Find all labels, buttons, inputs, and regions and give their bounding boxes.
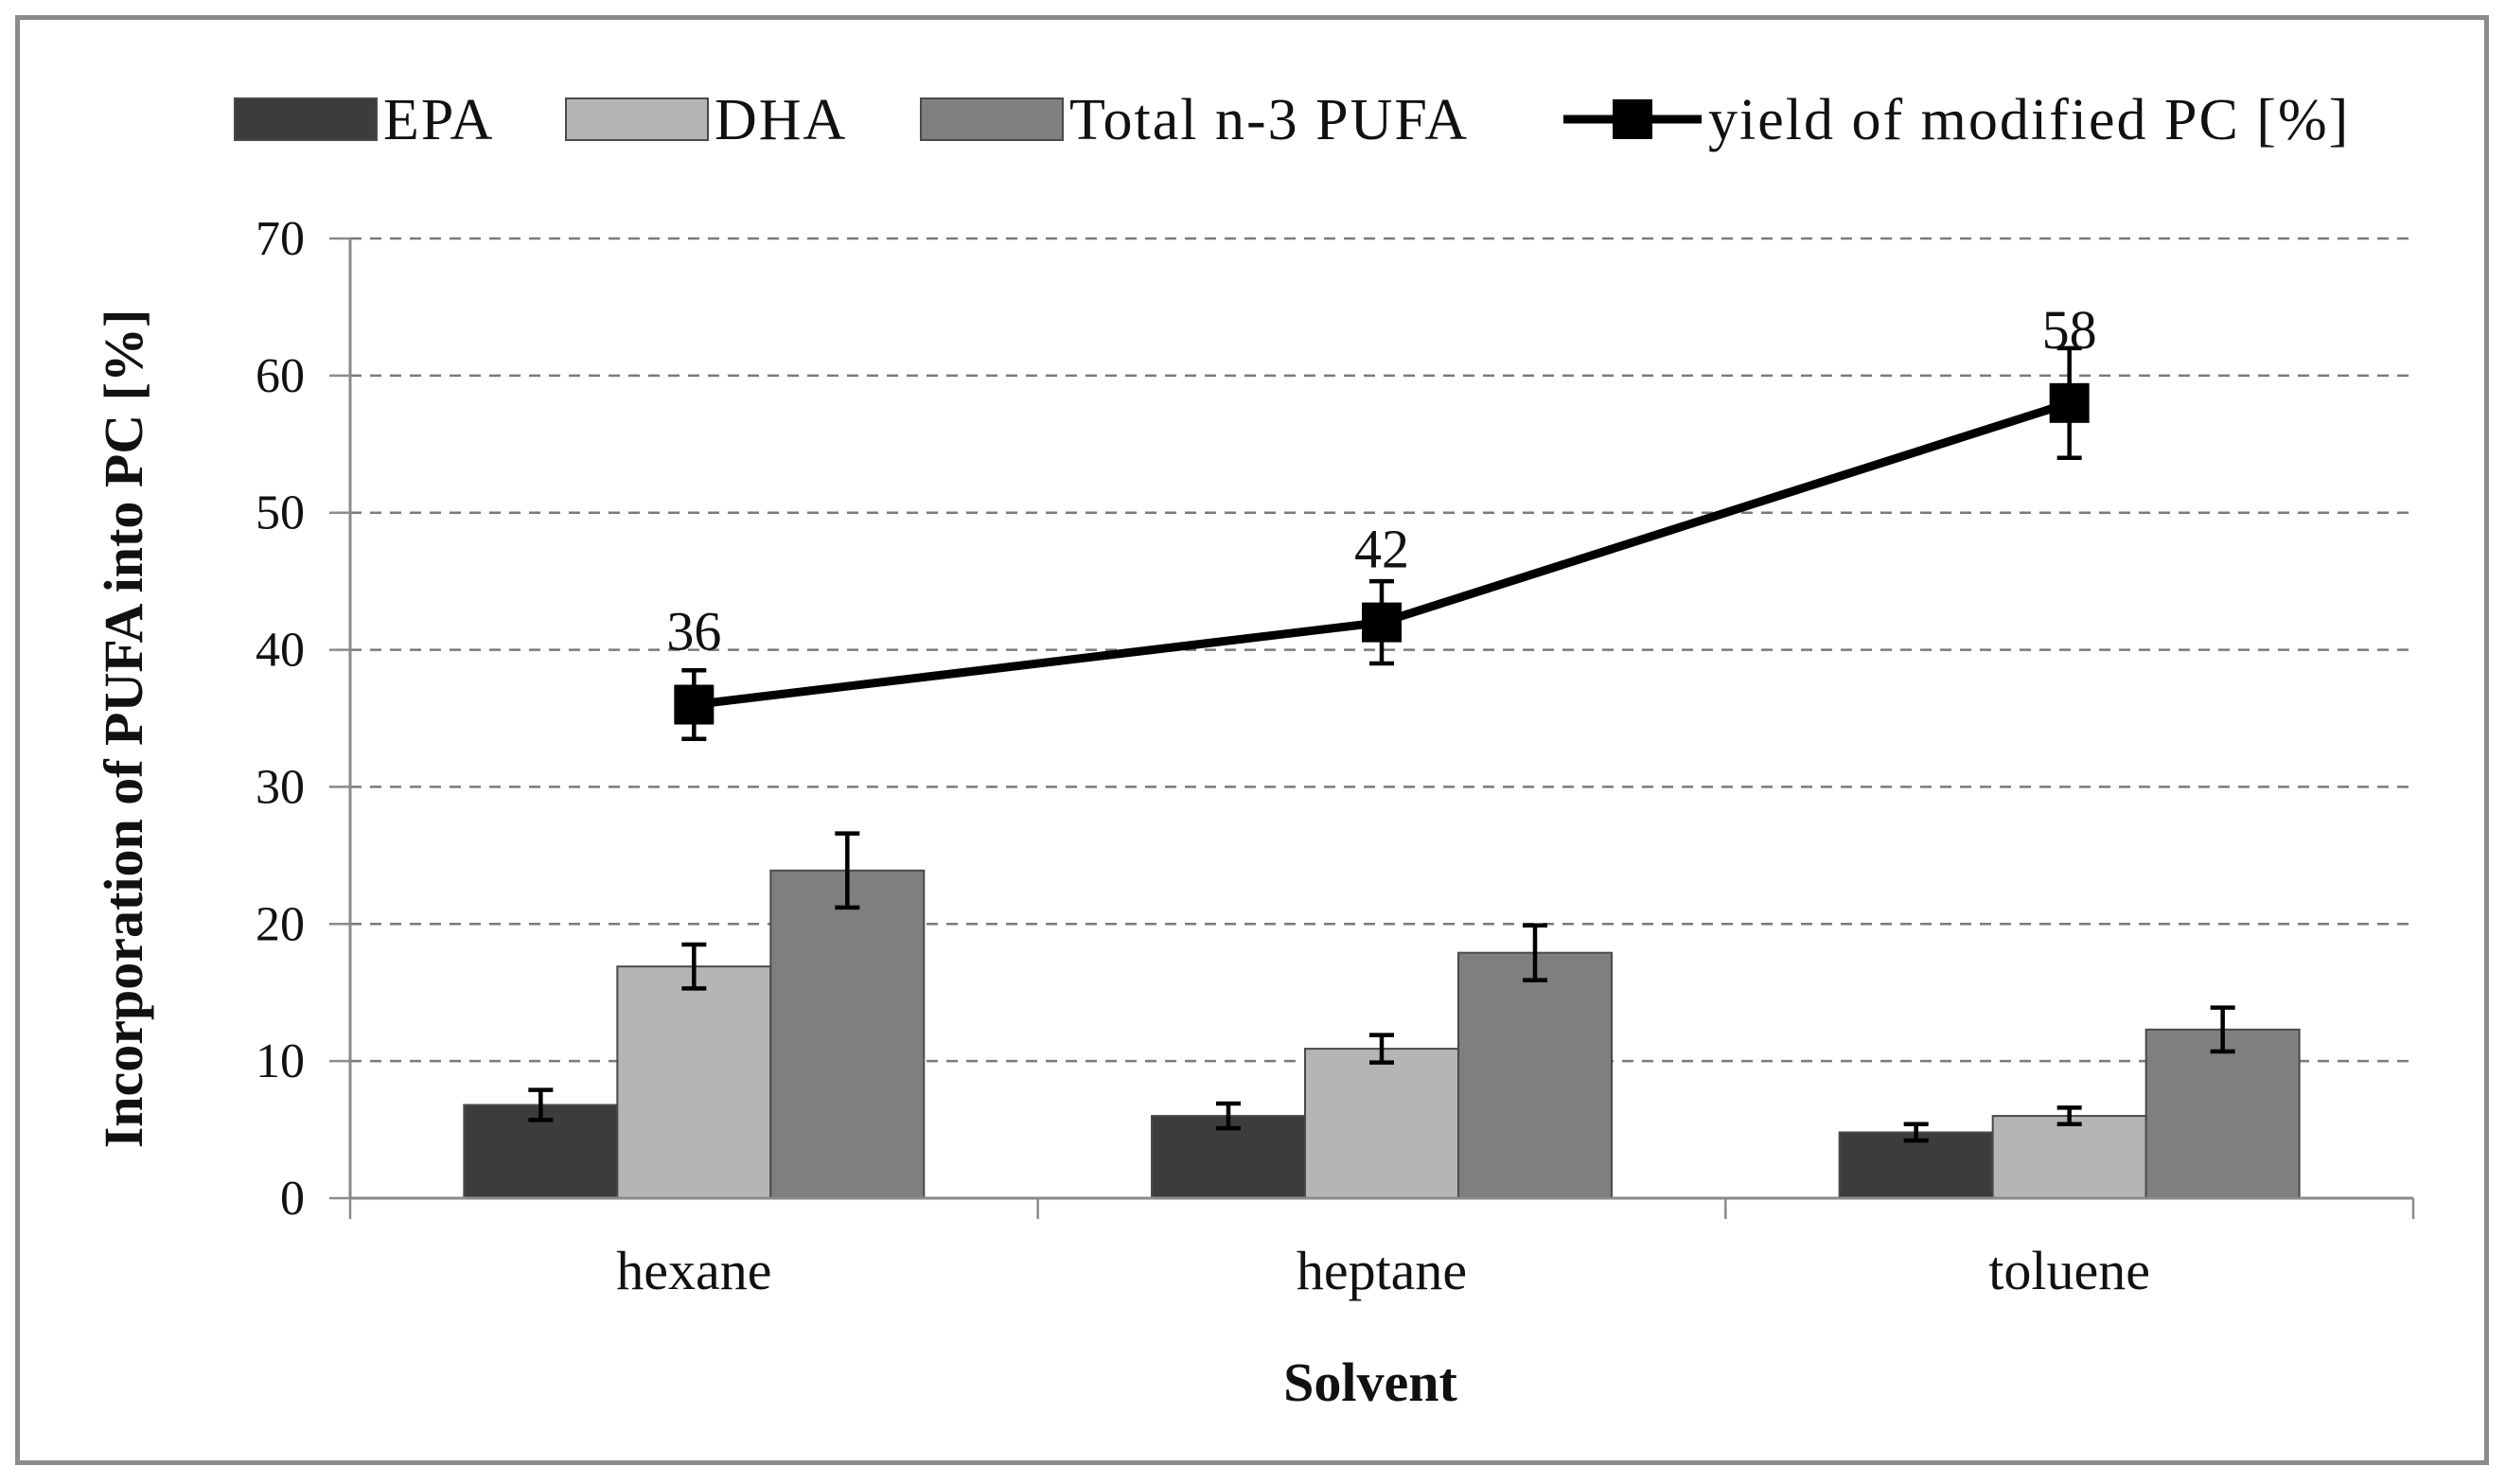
x-tick-label-heptane: heptane	[1297, 1240, 1467, 1301]
legend-label-epa: EPA	[383, 88, 494, 152]
bar-epa-toluene	[1838, 1131, 1994, 1200]
bar-dha-hexane	[616, 965, 772, 1199]
legend-swatch-total-n-3-pufa	[920, 97, 1064, 141]
bar-total-n-3-pufa-toluene	[2144, 1028, 2301, 1199]
y-tick-label-20: 20	[256, 897, 305, 951]
legend-label-total-n-3-pufa: Total n-3 PUFA	[1069, 88, 1469, 152]
line-layer	[674, 345, 2090, 741]
bar-dha-heptane	[1304, 1048, 1459, 1199]
legend-swatch-dha	[565, 97, 709, 141]
data-label-toluene: 58	[2042, 299, 2097, 361]
x-axis-title: Solvent	[1283, 1352, 1457, 1413]
chart-frame	[15, 15, 2489, 1465]
y-tick-label-0: 0	[280, 1172, 305, 1226]
legend-label-dha: DHA	[715, 88, 847, 152]
bars-layer	[463, 831, 2301, 1200]
point-yield-of-modified-pc-hexane	[674, 684, 715, 725]
x-tick-label-toluene: toluene	[1988, 1240, 2150, 1301]
bar-dha-toluene	[1991, 1115, 2147, 1199]
point-yield-of-modified-pc-toluene	[2049, 382, 2090, 423]
x-tick-label-hexane: hexane	[616, 1240, 771, 1301]
point-yield-of-modified-pc-heptane	[1362, 602, 1402, 643]
y-tick-label-70: 70	[256, 212, 305, 266]
y-tick-label-50: 50	[256, 486, 305, 540]
y-tick-label-60: 60	[256, 349, 305, 403]
axis-layer: 0 10 20 30 40 50 60 70 hexane heptane toluene	[256, 212, 2415, 1301]
legend-marker-yield-of-modified-pc	[1613, 99, 1652, 139]
data-label-heptane: 42	[1354, 519, 1409, 580]
bar-total-n-3-pufa-hexane	[769, 869, 926, 1199]
y-tick-label-40: 40	[256, 624, 305, 678]
bar-total-n-3-pufa-heptane	[1457, 951, 1613, 1199]
legend-label-yield-of-modified-pc: yield of modified PC [%]	[1708, 88, 2350, 152]
legend-swatch-epa	[234, 97, 378, 141]
data-label-hexane: 36	[666, 601, 721, 662]
y-axis-title: Incorporation of PUFA into PC [%]	[93, 309, 154, 1149]
y-tick-label-30: 30	[256, 760, 305, 814]
y-tick-label-10: 10	[256, 1034, 305, 1088]
labels-layer: 36 42 58	[666, 299, 2096, 662]
legend-layer: EPA DHA Total n-3 PUFA yield of modified PC…	[234, 88, 2350, 152]
